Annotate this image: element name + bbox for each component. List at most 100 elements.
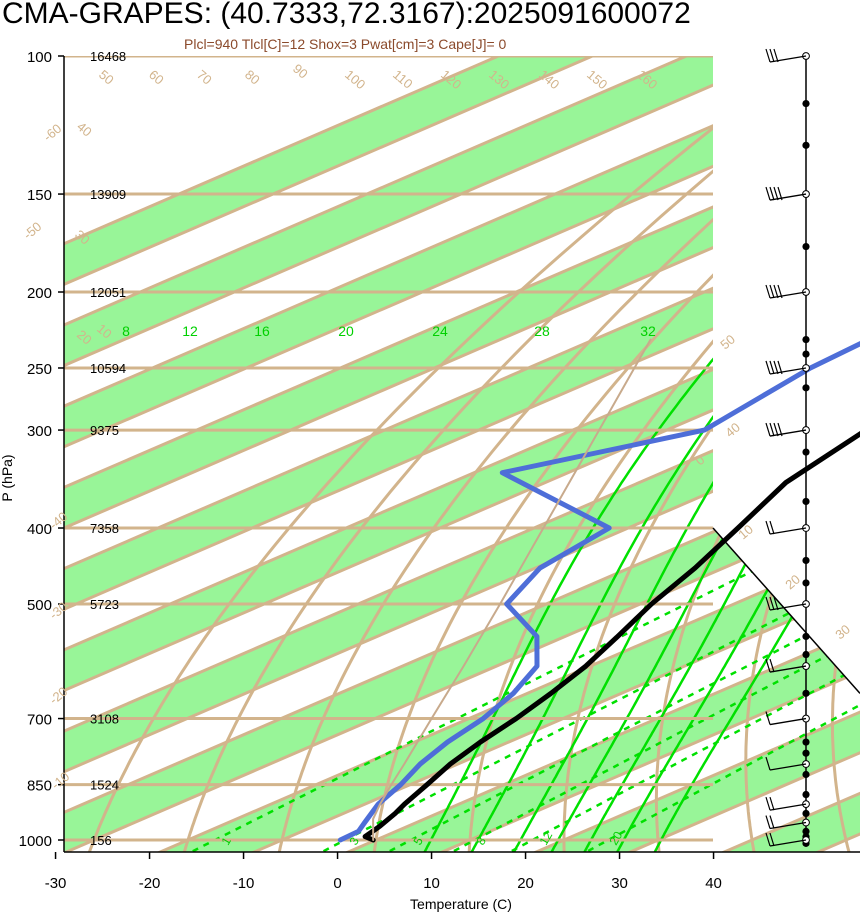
isotherm-line [64,56,782,852]
moist-adiabat-label: 32 [640,323,656,339]
wind-barb-feather [777,422,783,437]
wind-barb-feather [769,520,775,535]
wind-barb-feather [765,360,771,375]
dry-adiabat-label: 40 [74,119,95,140]
wind-dot [802,689,810,697]
height-label: 13909 [90,187,126,202]
isotherm-band [64,56,860,852]
wind-barb-feather [769,48,775,63]
y-tick-label: 500 [27,597,52,614]
isotherm-band [64,56,781,852]
isotherm-line [430,56,860,852]
wind-profile [765,48,810,847]
y-tick-label: 150 [27,187,52,204]
wind-barb-shaft [769,429,807,437]
wind-dot [802,809,810,818]
diagram-boundary [712,527,860,694]
y-tick-label: 1000 [19,833,52,850]
x-tick-label: -10 [233,875,255,892]
wind-barb-feather [769,360,775,375]
wind-barb-feather [769,832,775,847]
wind-barb-shaft [769,367,807,375]
x-tick-label: 0 [333,875,341,892]
isotherm-line [64,56,860,852]
wind-barb-shaft [769,193,807,201]
wind-barb-shaft [769,763,807,771]
profile-line [337,341,860,843]
profile-line [372,338,652,841]
height-label: 12051 [90,285,126,300]
y-tick-label: 200 [27,285,52,302]
isotherm-line [64,56,688,852]
height-label: 16468 [90,49,126,64]
wind-barb-feather [765,520,771,535]
x-axis-label: Temperature (C) [410,896,512,912]
mixing-ratio-label: 20 [606,829,625,848]
wind-dot [802,827,810,835]
dry-adiabat [181,56,856,852]
wind-barb-feather [769,596,775,611]
y-tick-label: 100 [27,49,52,66]
wind-dot [802,749,810,757]
wind-barb-feather [765,186,771,201]
wind-barb-feather [773,284,779,299]
wind-barb-shaft [769,717,807,726]
dry-adiabat-label: 60 [146,67,167,88]
chart-title: CMA-GRAPES: (40.7333,72.3167):2025091600… [2,0,691,30]
wind-barb-feather [773,596,779,611]
wind-dot [802,738,810,746]
moist-adiabat-label: 20 [338,323,354,339]
wind-barb-feather [765,48,771,63]
wind-dot [802,335,810,344]
x-tick-label: 40 [705,875,722,892]
dry-adiabat-label: 110 [390,67,416,92]
wind-barb-feather [769,284,775,299]
wind-barb-feather [765,756,771,771]
isotherm-label: 30 [832,622,853,643]
isotherm-line [336,56,860,852]
isotherm-line [64,56,594,852]
wind-barb-feather [765,596,771,611]
x-tick-label: -20 [139,875,161,892]
height-label: 7358 [90,521,119,536]
isotherm-line [148,56,860,852]
y-tick-label: 400 [27,521,52,538]
wind-barb-feather [769,815,775,829]
y-axis-label: P (hPa) [0,454,15,501]
wind-dot [802,556,810,565]
wind-barb-feather [765,658,771,673]
wind-barb-shaft [769,527,807,535]
isotherm-line [64,56,860,852]
y-tick-label: 250 [27,361,52,378]
wind-dot [802,384,810,392]
wind-barb-feather [765,422,771,437]
wind-barb-shaft [769,821,807,830]
wind-barb-shaft [769,803,807,811]
chart-subtitle: Plcl=940 Tlcl[C]=12 Shox=3 Pwat[cm]=3 Ca… [184,36,507,52]
y-tick-label: 700 [27,712,52,729]
isotherm-label: -60 [40,121,64,145]
wind-barb-shaft [769,839,807,847]
isotherm-line [64,56,860,852]
dry-adiabat-label: 150 [584,67,610,92]
wind-barb-shaft [769,55,807,63]
wind-barb-feather [765,815,771,829]
dry-adiabat-label: 90 [290,61,311,82]
wind-dot [802,650,810,659]
wind-barb-feather [777,360,783,375]
mixing-ratio-line [181,526,840,852]
wind-barb-feather [765,832,771,847]
wind-dot [802,632,810,641]
wind-dot [802,770,810,779]
dry-adiabat-label: 100 [342,67,368,92]
wind-barb-feather [777,284,783,299]
y-tick-label: 300 [27,423,52,440]
x-tick-label: -30 [45,875,67,892]
wind-dot [802,99,810,108]
isotherm-line [64,56,860,852]
plot-frame [63,56,860,853]
wind-barb-feather [773,48,779,63]
isotherm-line [64,56,860,852]
wind-barb-feather [769,796,775,811]
moist-adiabat [510,338,813,852]
